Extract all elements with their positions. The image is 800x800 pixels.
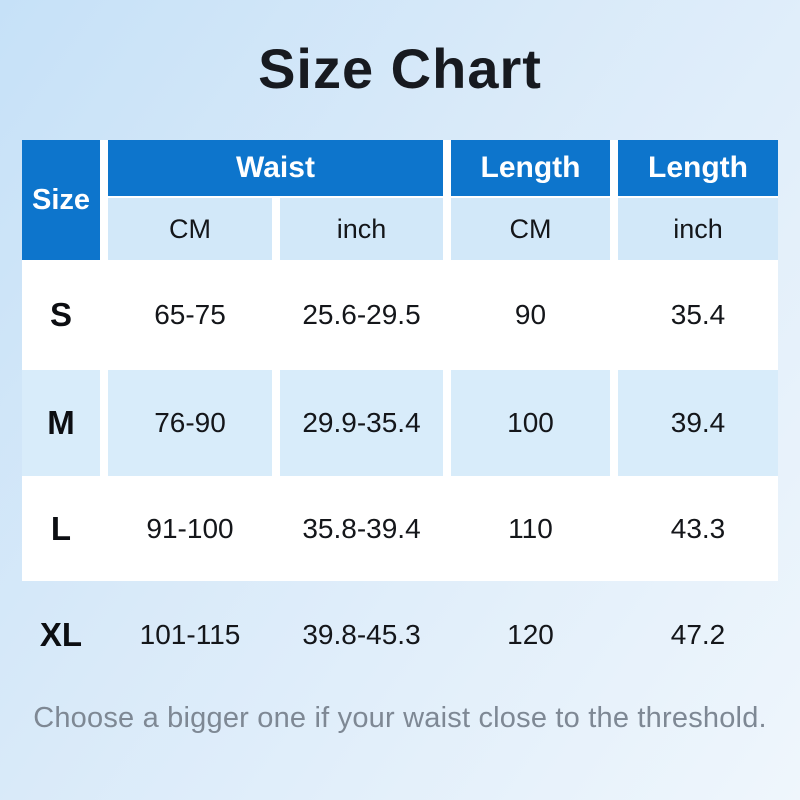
unit-cell-length-cm: CM <box>451 198 610 260</box>
waist-cm-s: 65-75 <box>154 299 226 330</box>
table-row-l: L 91-100 35.8-39.4 110 43.3 <box>22 476 778 581</box>
waist-cm-l: 91-100 <box>146 512 234 544</box>
header-cell-size: Size <box>22 140 100 260</box>
footer-note: Choose a bigger one if your waist close … <box>33 702 767 734</box>
header-cell-length-inch: Length <box>618 140 778 196</box>
waist-cm-m: 76-90 <box>108 370 272 476</box>
size-label-xl: XL <box>39 615 83 653</box>
waist-inch-m: 29.9-35.4 <box>280 370 443 476</box>
header-cell-waist: Waist <box>108 140 443 196</box>
length-cm-l: 110 <box>508 512 553 544</box>
length-inch-xl: 47.2 <box>670 618 726 650</box>
waist-cm-xl: 101-115 <box>139 618 241 650</box>
size-label-l: L <box>50 509 72 547</box>
page-title: Size Chart <box>258 37 542 100</box>
length-cm-s: 90 <box>514 299 547 330</box>
length-cm-m: 100 <box>451 370 610 476</box>
unit-cell-waist-cm: CM <box>108 198 272 260</box>
waist-inch-xl: 39.8-45.3 <box>302 618 421 650</box>
waist-inch-l: 35.8-39.4 <box>302 512 421 544</box>
length-cm-xl: 120 <box>507 618 554 650</box>
table-header: Size Waist Length Length CM inch CM inch <box>22 140 778 260</box>
length-inch-l: 43.3 <box>670 512 726 544</box>
length-inch-s: 35.4 <box>670 299 726 330</box>
header-cell-length-cm: Length <box>451 140 610 196</box>
size-table: Size Waist Length Length CM inch CM inch… <box>22 140 778 688</box>
length-inch-m: 39.4 <box>618 370 778 476</box>
size-label-s: S <box>49 296 72 333</box>
table-row-m: M 76-90 29.9-35.4 100 39.4 <box>22 370 778 476</box>
table-row-s: S 65-75 25.6-29.5 90 35.4 <box>22 260 778 370</box>
unit-cell-length-inch: inch <box>618 198 778 260</box>
waist-inch-s: 25.6-29.5 <box>302 299 421 330</box>
unit-cell-waist-inch: inch <box>280 198 443 260</box>
table-row-xl: XL 101-115 39.8-45.3 120 47.2 <box>22 581 778 688</box>
size-label-m: M <box>22 370 100 476</box>
